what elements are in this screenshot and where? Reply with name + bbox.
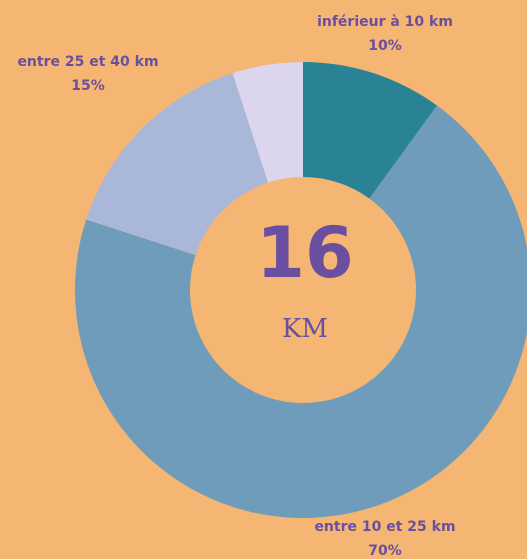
slice bbox=[303, 62, 438, 199]
center-value: 16 bbox=[256, 212, 353, 294]
slice-label: inférieur à 10 km bbox=[317, 14, 453, 30]
slice bbox=[232, 62, 303, 183]
value-label: 70% bbox=[368, 543, 402, 559]
slice bbox=[75, 105, 527, 518]
value-label: 10% bbox=[368, 38, 402, 54]
value-label: 15% bbox=[71, 78, 105, 94]
slice bbox=[86, 73, 269, 256]
slice-label: entre 10 et 25 km bbox=[314, 519, 455, 535]
slice-label: entre 25 et 40 km bbox=[17, 54, 158, 70]
center-unit: KM bbox=[282, 314, 328, 344]
